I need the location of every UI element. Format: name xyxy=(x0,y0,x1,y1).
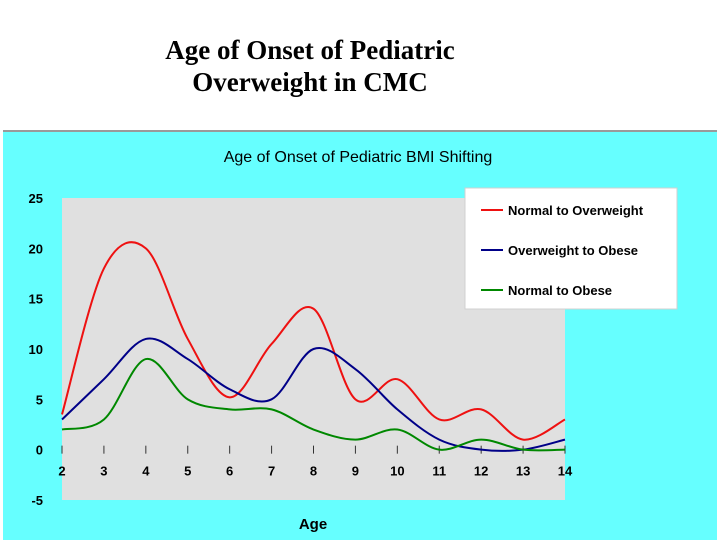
series-lines xyxy=(61,241,566,452)
axis-ticks: 25 20 15 10 5 0 -5 2 3 4 5 6 7 8 9 10 11 12 13 14 xyxy=(29,191,573,508)
series-line-normal-to-obese xyxy=(61,358,566,452)
x-tick-label: 9 xyxy=(352,464,359,479)
y-tick-label: 10 xyxy=(29,342,43,357)
x-tick-label: 6 xyxy=(226,464,233,479)
legend-box xyxy=(464,187,678,310)
series-line-overweight-to-obese xyxy=(61,337,566,452)
x-tick-label: 11 xyxy=(432,464,446,479)
y-tick-label: 0 xyxy=(36,443,43,458)
slide-title-line-2: Overweight in CMC xyxy=(192,67,428,97)
legend: Normal to Overweight Overweight to Obese N… xyxy=(464,187,678,310)
x-tick-label: 13 xyxy=(516,464,530,479)
y-tick-label: 15 xyxy=(29,292,43,307)
legend-label-overweight-to-obese: Overweight to Obese xyxy=(508,243,638,258)
slide-title: Age of Onset of Pediatric Overweight in … xyxy=(100,34,520,98)
x-tick-label: 12 xyxy=(474,464,488,479)
x-tick-label: 10 xyxy=(390,464,404,479)
x-tick-label: 14 xyxy=(558,464,573,479)
series-line-normal-to-overweight xyxy=(61,241,566,441)
x-tick-label: 5 xyxy=(184,464,191,479)
x-tick-label: 2 xyxy=(58,464,65,479)
chart-title: Age of Onset of Pediatric BMI Shifting xyxy=(224,149,493,166)
y-tick-label: 20 xyxy=(29,241,43,256)
x-axis-label: Age xyxy=(299,516,327,533)
slide-title-line-1: Age of Onset of Pediatric xyxy=(165,35,455,65)
x-tick-label: 4 xyxy=(142,464,150,479)
x-tick-label: 8 xyxy=(310,464,317,479)
y-tick-label: 25 xyxy=(29,191,43,206)
y-tick-label: -5 xyxy=(31,493,43,508)
x-tick-label: 7 xyxy=(268,464,275,479)
chart-panel: Age of Onset of Pediatric BMI Shifting 2… xyxy=(3,130,717,540)
legend-label-normal-to-obese: Normal to Obese xyxy=(508,283,612,298)
y-tick-label: 5 xyxy=(36,392,43,407)
x-tick-label: 3 xyxy=(100,464,107,479)
line-chart: Age of Onset of Pediatric BMI Shifting 2… xyxy=(29,149,678,533)
legend-label-normal-to-overweight: Normal to Overweight xyxy=(508,203,644,218)
